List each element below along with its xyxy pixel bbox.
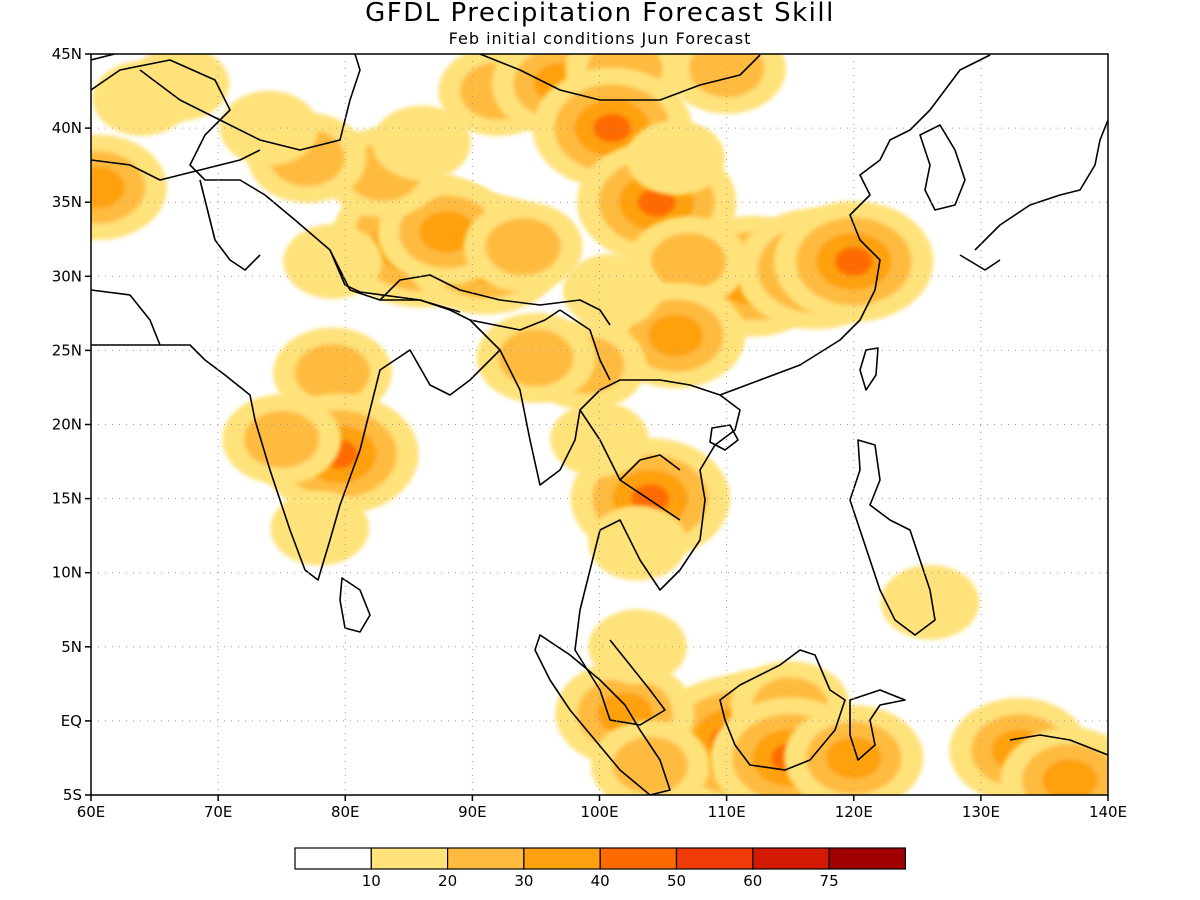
skill-region [588,505,687,581]
coastline-sri-lanka [339,577,371,633]
skill-contour-level-1 [562,253,662,329]
colorbar-label: 40 [591,872,610,890]
skill-region [626,120,726,196]
skill-region [270,490,370,566]
skill-region [372,105,471,181]
skill-region [91,134,167,241]
skill-region [222,394,342,485]
lon-tick-label: 140E [1089,803,1127,821]
skill-region [476,312,596,403]
skill-region [273,327,392,418]
colorbar-label: 75 [820,872,839,890]
border-china-north [91,54,761,151]
longitude-axis: 60E 70E 80E 90E 100E 110E 120E 130E 140E [77,795,1127,821]
skill-contour-level-2 [650,232,727,291]
coastlines-and-borders [91,54,1108,795]
colorbar-label: 20 [438,872,457,890]
graticule-grid [91,54,1108,795]
lat-tick-label: 5N [61,638,82,656]
lat-tick-label: 30N [52,267,82,285]
lat-tick-label: 10N [52,564,82,582]
skill-region [463,201,583,292]
coastline-south-asia [91,59,501,581]
latitude-axis: 45N 40N 35N 30N 25N 20N 15N 10N 5N EQ 5S [52,45,91,804]
skill-contour-level-3 [826,737,882,779]
skill-contour-level-3 [1042,759,1098,795]
skill-contour-level-2 [485,218,561,276]
skill-region [283,224,382,299]
skill-region [774,200,934,322]
skill-region [784,705,924,795]
colorbar-swatch [523,847,601,870]
skill-contour-level-1 [283,224,382,299]
skill-contour-level-3 [419,210,475,253]
skill-contour-level-1 [588,505,687,581]
chart-title: GFDL Precipitation Forecast Skill [365,0,835,28]
lat-tick-label: 40N [52,119,82,137]
colorbar-swatch [675,847,754,870]
colorbar-label: 50 [667,872,686,890]
lat-tick-label: 45N [52,45,82,63]
skill-contour-level-3 [648,314,704,357]
skill-region [219,90,319,166]
coastline-borneo [719,649,846,771]
skill-contour-level-1 [880,564,980,640]
lat-tick-label: 35N [52,193,82,211]
skill-contour-level-1 [372,105,471,181]
border-central-asia [91,149,261,346]
skill-contour-level-4 [834,247,873,276]
lat-tick-label: 20N [52,416,82,434]
lon-tick-label: 70E [204,803,233,821]
skill-contour-level-4 [593,113,632,143]
skill-region [880,564,980,640]
colorbar-swatch [294,847,372,870]
lat-tick-label: 25N [52,341,82,359]
skill-contour-level-3 [91,166,125,209]
coastline-philippines [849,439,936,636]
lon-tick-label: 130E [962,803,1000,821]
skill-contour-level-2 [243,410,320,468]
skill-contour-level-1 [626,120,726,196]
colorbar-label: 60 [743,872,762,890]
lat-tick-label: EQ [61,712,82,730]
skill-contour-level-4 [637,187,676,217]
lat-tick-label: 5S [63,786,82,804]
coastline-japan [959,119,1108,271]
colorbar-label: 30 [514,872,533,890]
coastline-new-guinea [1009,734,1108,756]
lon-tick-label: 60E [77,803,106,821]
colorbar-swatch [752,847,830,870]
colorbar-swatch [599,847,678,870]
skill-contour-level-2 [294,344,371,402]
colorbar-swatch [370,847,449,870]
colorbar-label: 10 [362,872,381,890]
lon-tick-label: 90E [458,803,487,821]
lon-tick-label: 120E [835,803,873,821]
lon-tick-label: 100E [580,803,618,821]
skill-contour-level-1 [270,490,370,566]
coastline-china [719,54,991,396]
lon-tick-label: 110E [708,803,746,821]
coastline-sumatra [534,634,671,795]
lon-tick-label: 80E [331,803,360,821]
coastline-indochina [499,349,741,726]
precipitation-skill-field [91,54,1108,795]
coastline-korea [919,124,966,211]
chart-subtitle: Feb initial conditions Jun Forecast [448,29,752,48]
colorbar-swatch [447,847,525,870]
border-indochina-interior [559,309,681,521]
skill-region [92,61,192,136]
lat-tick-label: 15N [52,490,82,508]
skill-contour-level-1 [219,90,319,166]
skill-contour-level-2 [498,329,574,387]
skill-region [590,720,710,795]
colorbar-swatch [828,847,906,870]
skill-contour-level-1 [92,61,192,136]
coastline-sulawesi [849,689,906,761]
colorbar-legend: 10 20 30 40 50 60 75 [294,847,906,890]
skill-region [562,253,662,329]
coastline-taiwan [859,347,879,391]
